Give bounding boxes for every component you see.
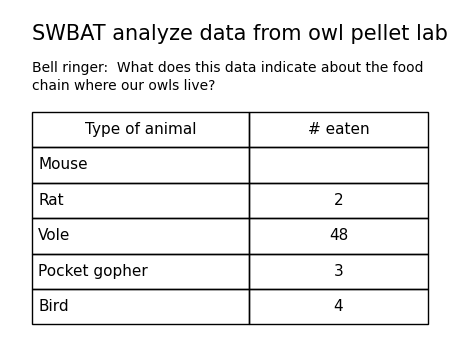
Text: Pocket gopher: Pocket gopher <box>38 264 148 279</box>
Text: Mouse: Mouse <box>38 157 88 172</box>
Text: 4: 4 <box>333 299 343 314</box>
Text: Bell ringer:  What does this data indicate about the food
chain where our owls l: Bell ringer: What does this data indicat… <box>32 61 423 93</box>
Text: # eaten: # eaten <box>308 122 369 137</box>
Text: SWBAT analyze data from owl pellet lab: SWBAT analyze data from owl pellet lab <box>32 24 447 44</box>
Text: 48: 48 <box>329 228 348 243</box>
Text: Vole: Vole <box>38 228 71 243</box>
Text: 3: 3 <box>333 264 343 279</box>
Text: Bird: Bird <box>38 299 69 314</box>
Text: 2: 2 <box>333 193 343 208</box>
Text: Rat: Rat <box>38 193 64 208</box>
Text: Type of animal: Type of animal <box>85 122 196 137</box>
